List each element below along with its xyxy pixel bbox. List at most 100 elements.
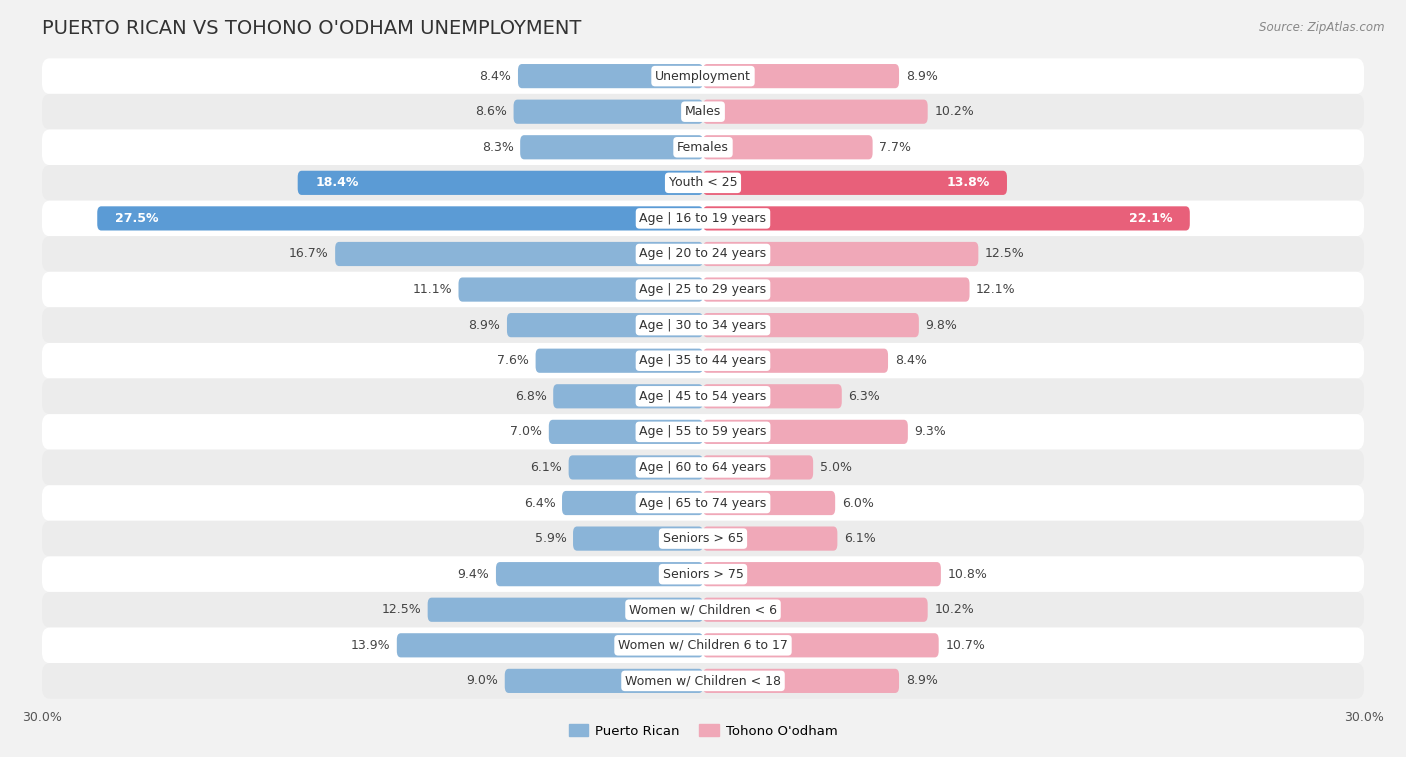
Text: 9.3%: 9.3% [914, 425, 946, 438]
Text: Youth < 25: Youth < 25 [669, 176, 737, 189]
Text: 8.3%: 8.3% [482, 141, 513, 154]
FancyBboxPatch shape [42, 592, 1364, 628]
Text: Age | 60 to 64 years: Age | 60 to 64 years [640, 461, 766, 474]
FancyBboxPatch shape [42, 343, 1364, 378]
FancyBboxPatch shape [42, 521, 1364, 556]
FancyBboxPatch shape [568, 456, 703, 479]
FancyBboxPatch shape [703, 278, 970, 301]
Text: 8.9%: 8.9% [905, 70, 938, 83]
FancyBboxPatch shape [505, 668, 703, 693]
FancyBboxPatch shape [42, 94, 1364, 129]
Text: 8.4%: 8.4% [479, 70, 512, 83]
Text: Seniors > 65: Seniors > 65 [662, 532, 744, 545]
FancyBboxPatch shape [703, 64, 898, 89]
Text: 12.5%: 12.5% [986, 248, 1025, 260]
FancyBboxPatch shape [42, 129, 1364, 165]
FancyBboxPatch shape [703, 420, 908, 444]
FancyBboxPatch shape [703, 242, 979, 266]
Text: 6.4%: 6.4% [523, 497, 555, 509]
Text: Women w/ Children 6 to 17: Women w/ Children 6 to 17 [619, 639, 787, 652]
FancyBboxPatch shape [703, 313, 920, 337]
FancyBboxPatch shape [703, 456, 813, 479]
Text: Women w/ Children < 6: Women w/ Children < 6 [628, 603, 778, 616]
FancyBboxPatch shape [42, 272, 1364, 307]
FancyBboxPatch shape [42, 628, 1364, 663]
Text: Women w/ Children < 18: Women w/ Children < 18 [626, 674, 780, 687]
Text: 8.4%: 8.4% [894, 354, 927, 367]
FancyBboxPatch shape [574, 526, 703, 550]
Legend: Puerto Rican, Tohono O'odham: Puerto Rican, Tohono O'odham [564, 719, 842, 743]
Text: 9.0%: 9.0% [467, 674, 498, 687]
FancyBboxPatch shape [562, 491, 703, 515]
FancyBboxPatch shape [42, 201, 1364, 236]
FancyBboxPatch shape [703, 349, 889, 372]
FancyBboxPatch shape [536, 349, 703, 372]
Text: Age | 65 to 74 years: Age | 65 to 74 years [640, 497, 766, 509]
Text: PUERTO RICAN VS TOHONO O'ODHAM UNEMPLOYMENT: PUERTO RICAN VS TOHONO O'ODHAM UNEMPLOYM… [42, 18, 582, 38]
Text: 7.6%: 7.6% [498, 354, 529, 367]
Text: 13.9%: 13.9% [350, 639, 391, 652]
FancyBboxPatch shape [703, 171, 1007, 195]
Text: Males: Males [685, 105, 721, 118]
FancyBboxPatch shape [42, 485, 1364, 521]
Text: Females: Females [678, 141, 728, 154]
Text: 6.1%: 6.1% [530, 461, 562, 474]
Text: 9.8%: 9.8% [925, 319, 957, 332]
Text: Seniors > 75: Seniors > 75 [662, 568, 744, 581]
FancyBboxPatch shape [42, 58, 1364, 94]
Text: 6.8%: 6.8% [515, 390, 547, 403]
Text: 9.4%: 9.4% [457, 568, 489, 581]
Text: 22.1%: 22.1% [1129, 212, 1173, 225]
Text: 8.6%: 8.6% [475, 105, 508, 118]
FancyBboxPatch shape [335, 242, 703, 266]
FancyBboxPatch shape [703, 491, 835, 515]
FancyBboxPatch shape [703, 100, 928, 124]
Text: 5.9%: 5.9% [534, 532, 567, 545]
Text: Age | 25 to 29 years: Age | 25 to 29 years [640, 283, 766, 296]
FancyBboxPatch shape [97, 207, 703, 231]
Text: Age | 55 to 59 years: Age | 55 to 59 years [640, 425, 766, 438]
FancyBboxPatch shape [508, 313, 703, 337]
FancyBboxPatch shape [520, 136, 703, 160]
Text: 18.4%: 18.4% [315, 176, 359, 189]
Text: 12.1%: 12.1% [976, 283, 1015, 296]
FancyBboxPatch shape [703, 633, 939, 657]
Text: Unemployment: Unemployment [655, 70, 751, 83]
FancyBboxPatch shape [42, 663, 1364, 699]
FancyBboxPatch shape [496, 562, 703, 586]
FancyBboxPatch shape [427, 597, 703, 621]
FancyBboxPatch shape [703, 207, 1189, 231]
Text: 11.1%: 11.1% [412, 283, 451, 296]
Text: Age | 45 to 54 years: Age | 45 to 54 years [640, 390, 766, 403]
FancyBboxPatch shape [703, 385, 842, 408]
FancyBboxPatch shape [517, 64, 703, 89]
Text: 12.5%: 12.5% [381, 603, 420, 616]
Text: 8.9%: 8.9% [468, 319, 501, 332]
FancyBboxPatch shape [703, 597, 928, 621]
FancyBboxPatch shape [396, 633, 703, 657]
Text: 10.8%: 10.8% [948, 568, 987, 581]
Text: 13.8%: 13.8% [946, 176, 990, 189]
FancyBboxPatch shape [42, 236, 1364, 272]
Text: 10.7%: 10.7% [945, 639, 986, 652]
FancyBboxPatch shape [553, 385, 703, 408]
FancyBboxPatch shape [703, 668, 898, 693]
FancyBboxPatch shape [703, 562, 941, 586]
Text: 6.0%: 6.0% [842, 497, 873, 509]
Text: 5.0%: 5.0% [820, 461, 852, 474]
Text: 10.2%: 10.2% [934, 603, 974, 616]
Text: 8.9%: 8.9% [905, 674, 938, 687]
FancyBboxPatch shape [458, 278, 703, 301]
FancyBboxPatch shape [42, 450, 1364, 485]
Text: 6.1%: 6.1% [844, 532, 876, 545]
FancyBboxPatch shape [298, 171, 703, 195]
Text: 6.3%: 6.3% [848, 390, 880, 403]
Text: Age | 16 to 19 years: Age | 16 to 19 years [640, 212, 766, 225]
Text: 7.0%: 7.0% [510, 425, 543, 438]
Text: Source: ZipAtlas.com: Source: ZipAtlas.com [1260, 21, 1385, 34]
Text: Age | 35 to 44 years: Age | 35 to 44 years [640, 354, 766, 367]
Text: Age | 30 to 34 years: Age | 30 to 34 years [640, 319, 766, 332]
FancyBboxPatch shape [513, 100, 703, 124]
Text: 27.5%: 27.5% [115, 212, 159, 225]
Text: 7.7%: 7.7% [879, 141, 911, 154]
